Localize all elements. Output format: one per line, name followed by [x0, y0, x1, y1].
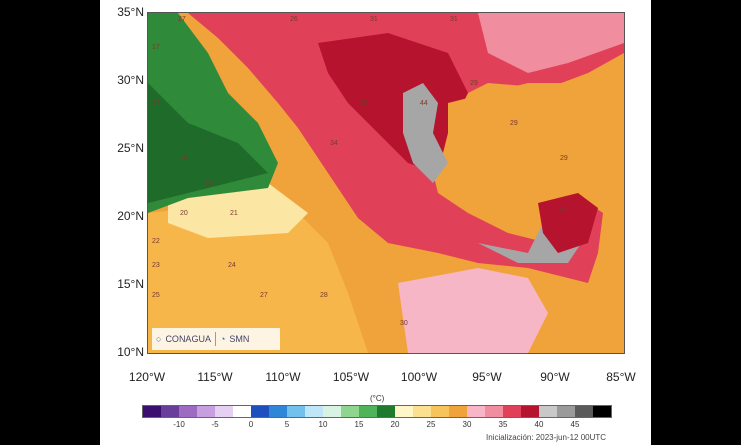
legend-swatch — [539, 406, 557, 417]
lat-label: 30°N — [117, 73, 144, 87]
temperature-map[interactable] — [147, 12, 625, 354]
legend-swatch — [197, 406, 215, 417]
conagua-logo-text: CONAGUA — [165, 334, 211, 344]
legend-swatch — [359, 406, 377, 417]
legend-swatch — [215, 406, 233, 417]
pale-yellow-zone — [168, 183, 308, 238]
legend-swatch — [179, 406, 197, 417]
grid-value: 44 — [420, 100, 428, 107]
legend-swatch — [485, 406, 503, 417]
grid-value: 29 — [510, 120, 518, 127]
legend-tick-label: 30 — [462, 420, 472, 429]
left-black-margin — [0, 0, 100, 445]
grid-value: 17 — [152, 100, 160, 107]
map-svg — [148, 13, 624, 353]
grid-value: 29 — [560, 155, 568, 162]
legend-tick-label: -5 — [211, 420, 219, 429]
gulf-of-mexico — [448, 83, 608, 203]
smn-logo-icon: ◔ — [219, 334, 226, 344]
cool-pacific-dark — [148, 83, 268, 203]
yucatan-dark — [538, 193, 598, 253]
grid-value: 19 — [205, 180, 213, 187]
smn-logo-text: SMN — [229, 334, 250, 344]
legend-swatch — [395, 406, 413, 417]
legend-swatch — [161, 406, 179, 417]
legend-swatch — [377, 406, 395, 417]
lon-label: 90°W — [540, 370, 570, 384]
grid-value: 25 — [152, 292, 160, 299]
legend-swatch — [521, 406, 539, 417]
right-black-margin — [651, 0, 741, 445]
pink-pacific-south — [398, 268, 548, 353]
legend-tick-label: 40 — [534, 420, 544, 429]
grid-value: 31 — [450, 16, 458, 23]
grid-value: 27 — [260, 292, 268, 299]
grid-value: 34 — [330, 140, 338, 147]
grid-value: 18 — [180, 155, 188, 162]
grid-value: 32 — [360, 100, 368, 107]
legend-swatch — [557, 406, 575, 417]
legend-tick-label: 20 — [390, 420, 400, 429]
lat-label: 15°N — [117, 277, 144, 291]
lon-label: 85°W — [606, 370, 636, 384]
lon-label: 115°W — [197, 370, 233, 384]
legend-swatch — [323, 406, 341, 417]
legend-color-bar — [142, 405, 612, 418]
lat-label: 20°N — [117, 209, 144, 223]
legend-swatch — [287, 406, 305, 417]
grid-value: 26 — [290, 16, 298, 23]
grid-value: 22 — [152, 238, 160, 245]
init-timestamp: Inicialización: 2023-jun-12 00UTC — [486, 433, 607, 442]
lon-label: 100°W — [400, 370, 438, 384]
legend-tick-label: 10 — [318, 420, 328, 429]
pacific-band — [148, 203, 368, 353]
legend-tick-label: -10 — [173, 420, 185, 429]
legend-tick-label: 45 — [570, 420, 580, 429]
grid-value: 20 — [180, 210, 188, 217]
grid-value: 24 — [228, 262, 236, 269]
logo-box: ○ CONAGUA ◔ SMN — [152, 328, 280, 350]
legend-swatch — [413, 406, 431, 417]
lon-label: 105°W — [332, 370, 370, 384]
hot-gray-north — [403, 83, 448, 183]
grid-value: 30 — [400, 320, 408, 327]
lat-label: 10°N — [117, 345, 144, 359]
grid-value: 21 — [230, 210, 238, 217]
legend-swatch — [305, 406, 323, 417]
grid-value: 23 — [152, 262, 160, 269]
legend-swatch — [575, 406, 593, 417]
legend-swatch — [269, 406, 287, 417]
grid-value: 17 — [152, 44, 160, 51]
logo-divider — [214, 332, 216, 346]
legend-swatch — [467, 406, 485, 417]
grid-value: 42 — [560, 207, 568, 214]
legend-tick-label: 25 — [426, 420, 436, 429]
grid-value: 28 — [320, 292, 328, 299]
legend-tick-label: 5 — [284, 420, 290, 429]
grid-value: 27 — [178, 16, 186, 23]
legend-tick-label: 0 — [248, 420, 254, 429]
legend-title: (°C) — [370, 394, 385, 403]
grid-value: 29 — [470, 80, 478, 87]
legend-swatch — [251, 406, 269, 417]
lon-label: 110°W — [265, 370, 301, 384]
grid-value: 31 — [370, 16, 378, 23]
legend-tick-label: 15 — [354, 420, 364, 429]
legend-swatch — [503, 406, 521, 417]
lon-label: 120°W — [128, 370, 166, 384]
legend-swatch — [143, 406, 161, 417]
north-rose — [478, 13, 624, 73]
conagua-logo-icon: ○ — [156, 334, 162, 344]
legend-swatch — [431, 406, 449, 417]
lat-label: 35°N — [117, 5, 144, 19]
lon-label: 95°W — [472, 370, 502, 384]
legend-tick-label: 35 — [498, 420, 508, 429]
legend-swatch — [341, 406, 359, 417]
legend-swatch — [449, 406, 467, 417]
legend-swatch — [593, 406, 611, 417]
lat-label: 25°N — [117, 141, 144, 155]
legend-swatch — [233, 406, 251, 417]
